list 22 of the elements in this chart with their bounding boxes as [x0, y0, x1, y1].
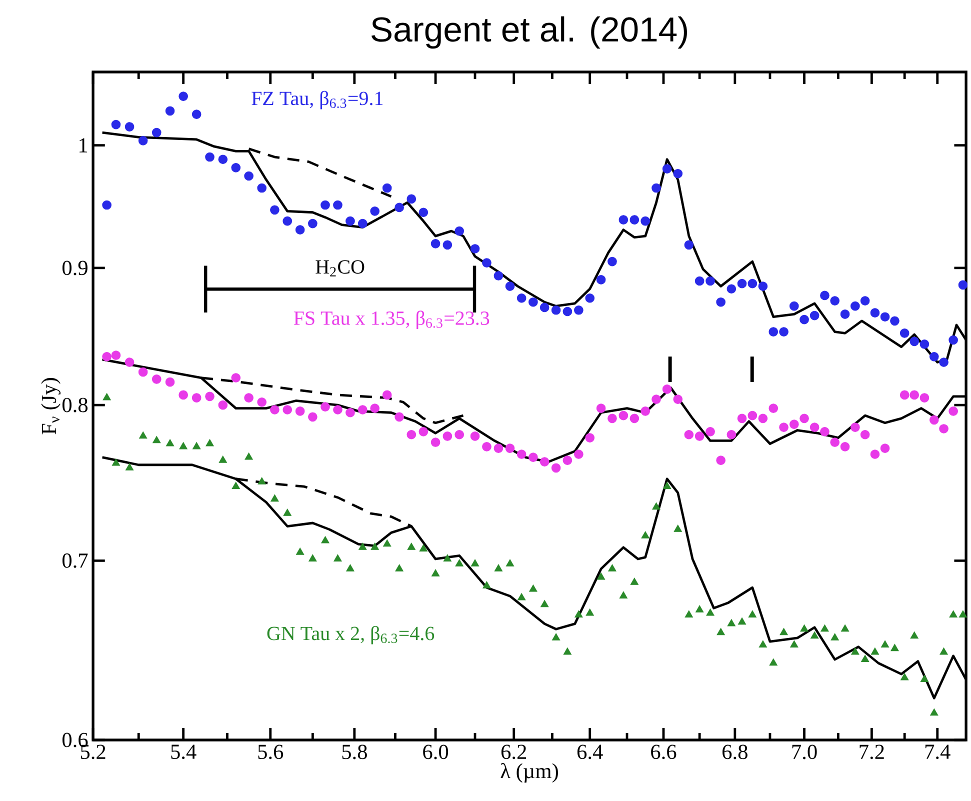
- x-tick-label: 6.0: [423, 744, 448, 760]
- x-tick-label: 6.8: [722, 744, 748, 760]
- x-tick-label: 7.0: [792, 744, 817, 760]
- text: FS Tau x 1.35, β$_{6.3}$=23.3: [294, 310, 490, 330]
- x-tick-label: 6.2: [501, 744, 526, 760]
- y-tick-label: 0.8: [62, 398, 88, 412]
- x-tick-label: 5.8: [342, 744, 367, 760]
- x-tick-label: 6.6: [651, 744, 676, 760]
- y-tick-label: 0.9: [62, 260, 88, 276]
- chart-title: Sargent et al. (2014): [371, 16, 687, 49]
- x-axis-title: λ (µm): [500, 763, 558, 783]
- x-tick-label: 6.4: [577, 744, 603, 760]
- annotation: H$_{2}$CO: [316, 260, 364, 276]
- text: FZ Tau, β$_{6.3}$=9.1: [252, 90, 383, 110]
- x-tick-label: 7.4: [925, 744, 950, 760]
- y-axis-title: F$_{ν}$ (Jy): [41, 378, 61, 434]
- x-tick-label: 5.4: [171, 744, 196, 760]
- text: GN Tau x 2, β$_{6.3}$=4.6: [267, 626, 434, 644]
- y-tick-label: 0.7: [62, 553, 88, 568]
- x-tick-label: 5.6: [258, 744, 284, 760]
- x-tick-label: 7.2: [860, 744, 884, 760]
- y-tick-label: 1: [80, 138, 88, 152]
